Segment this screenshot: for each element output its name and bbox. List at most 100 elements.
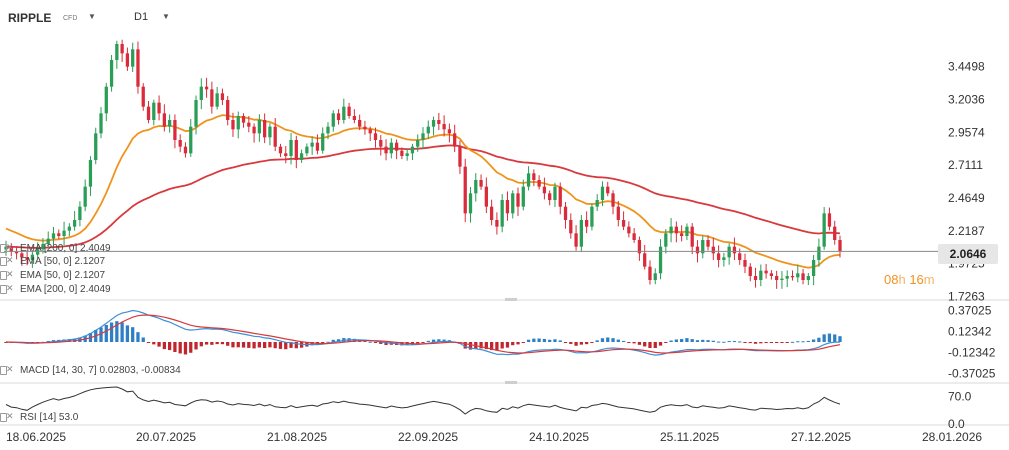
legend-ema200-a[interactable]: ✕ EMA [200, 0] 2.4049 xyxy=(0,242,111,254)
candle-body xyxy=(36,249,40,255)
macd-histogram-bar xyxy=(416,342,420,344)
visibility-icon[interactable] xyxy=(0,366,7,375)
macd-histogram-bar xyxy=(680,339,684,342)
remove-icon[interactable]: ✕ xyxy=(6,283,14,293)
macd-histogram-bar xyxy=(495,342,499,351)
candle-body xyxy=(595,200,599,207)
candle-body xyxy=(632,233,636,240)
macd-histogram-bar xyxy=(759,342,763,344)
macd-histogram-bar xyxy=(790,341,795,343)
macd-histogram-bar xyxy=(548,339,552,342)
macd-histogram-bar xyxy=(584,342,589,345)
candle-body xyxy=(109,60,114,87)
macd-histogram-bar xyxy=(489,342,494,351)
symbol-title[interactable]: RIPPLE xyxy=(8,11,52,25)
candle-body xyxy=(738,253,742,260)
countdown-hours: 08 xyxy=(884,272,899,287)
macd-histogram-bar xyxy=(732,341,737,343)
visibility-icon[interactable] xyxy=(0,271,7,280)
visibility-icon[interactable] xyxy=(0,257,7,266)
rsi-line xyxy=(5,386,841,415)
candle-body xyxy=(131,49,135,67)
candle-body xyxy=(268,126,272,138)
candle-body xyxy=(30,254,35,260)
candle-body xyxy=(373,133,378,140)
candle-body xyxy=(442,124,446,130)
remove-icon[interactable]: ✕ xyxy=(6,269,14,279)
visibility-icon[interactable] xyxy=(0,244,7,253)
candle-body xyxy=(769,273,774,276)
macd-histogram-bar xyxy=(268,342,272,348)
macd-histogram-bar xyxy=(569,342,573,344)
candle-body xyxy=(263,120,267,138)
candle-body xyxy=(817,246,821,260)
candle-body xyxy=(152,102,156,120)
candle-body xyxy=(764,270,768,274)
remove-icon[interactable]: ✕ xyxy=(6,242,14,252)
candle-body xyxy=(41,244,45,250)
candle-body xyxy=(505,200,510,214)
candle-body xyxy=(25,257,29,260)
candle-body xyxy=(20,253,24,258)
legend-ema50-b[interactable]: ✕ EMA [50, 0] 2.1207 xyxy=(0,269,105,281)
candle-body xyxy=(368,129,372,134)
macd-histogram-bar xyxy=(600,338,605,342)
macd-histogram-bar xyxy=(553,339,557,342)
visibility-icon[interactable] xyxy=(0,413,7,422)
candles-group[interactable] xyxy=(4,39,842,289)
candle-countdown: 08h 16m xyxy=(884,272,935,287)
macd-histogram-bar xyxy=(236,342,240,348)
legend-ema200-b[interactable]: ✕ EMA [200, 0] 2.4049 xyxy=(0,283,111,295)
macd-histogram-bar xyxy=(479,342,483,349)
timeframe-label[interactable]: D1 xyxy=(134,11,149,23)
candle-body xyxy=(363,126,367,130)
candle-body xyxy=(611,193,615,207)
candle-body xyxy=(384,146,388,154)
candle-body xyxy=(716,253,721,260)
candle-body xyxy=(511,193,515,214)
macd-histogram-bar xyxy=(690,339,694,342)
legend-macd[interactable]: ✕ MACD [14, 30, 7] 0.02803, -0.00834 xyxy=(0,364,181,376)
x-tick-label: 27.12.2025 xyxy=(791,430,851,444)
macd-histogram-bar xyxy=(146,342,151,343)
timeframe-dropdown-icon[interactable]: ▼ xyxy=(162,12,170,21)
remove-icon[interactable]: ✕ xyxy=(6,255,14,265)
macd-histogram-bar xyxy=(263,342,267,349)
macd-histogram-bar xyxy=(611,338,615,342)
countdown-minutes-unit: m xyxy=(923,272,935,287)
macd-histogram-bar xyxy=(442,339,446,342)
macd-histogram-bar xyxy=(215,342,219,345)
candle-body xyxy=(321,133,325,151)
candle-body xyxy=(711,246,715,254)
macd-tick-label: 0.12342 xyxy=(948,325,992,339)
macd-histogram-bar xyxy=(368,341,372,343)
legend-ema50-a[interactable]: ✕ EMA [50, 0] 2.1207 xyxy=(0,255,105,267)
remove-icon[interactable]: ✕ xyxy=(6,411,14,421)
visibility-icon[interactable] xyxy=(0,285,7,294)
macd-histogram-bar xyxy=(706,340,710,342)
legend-rsi[interactable]: ✕ RSI [14] 53.0 xyxy=(0,411,78,423)
macd-histogram-bar xyxy=(252,342,256,349)
candle-body xyxy=(178,140,182,147)
macd-histogram-bar xyxy=(189,342,193,353)
remove-icon[interactable]: ✕ xyxy=(6,364,14,374)
candle-body xyxy=(775,276,779,280)
candle-body xyxy=(379,140,383,147)
pane-resize-handle xyxy=(505,298,517,301)
candle-body xyxy=(616,206,620,220)
candle-body xyxy=(701,240,705,254)
candle-body xyxy=(801,273,805,280)
candle-body xyxy=(553,186,557,200)
macd-histogram-bar xyxy=(463,342,467,349)
candle-body xyxy=(827,213,832,227)
candle-body xyxy=(790,276,795,278)
candle-body xyxy=(231,120,235,130)
candle-body xyxy=(627,226,631,234)
candle-body xyxy=(67,226,71,231)
macd-histogram-bar xyxy=(220,342,225,345)
candle-body xyxy=(579,220,583,247)
x-tick-label: 28.01.2026 xyxy=(922,430,982,444)
symbol-dropdown-icon[interactable]: ▼ xyxy=(88,12,96,21)
macd-histogram-bar xyxy=(273,342,277,349)
